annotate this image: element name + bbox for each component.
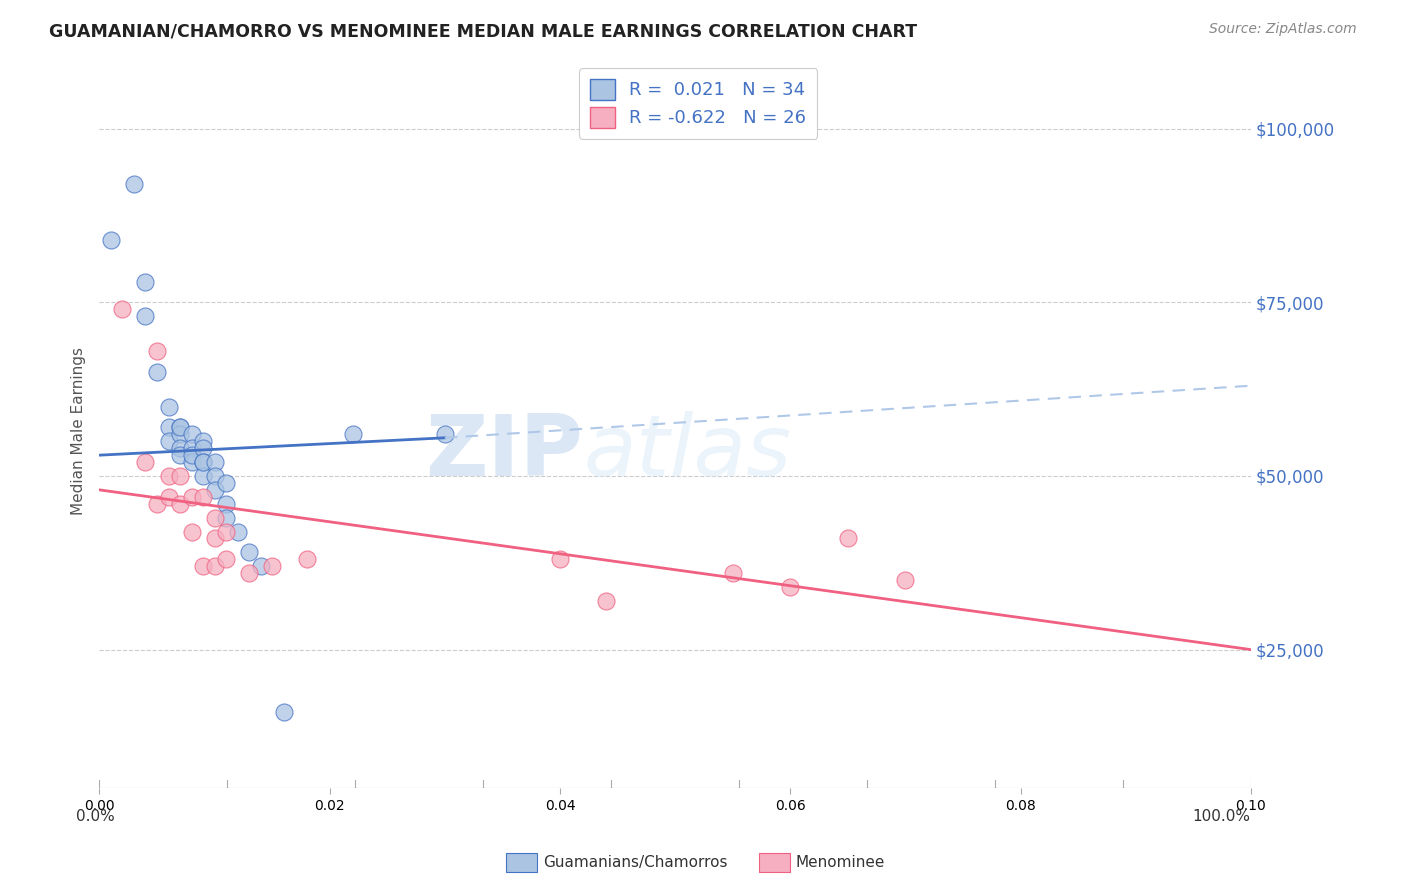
Text: Source: ZipAtlas.com: Source: ZipAtlas.com [1209, 22, 1357, 37]
Point [169, 427, 191, 442]
Point [191, 455, 214, 469]
Point [779, 580, 801, 594]
Point [180, 427, 202, 442]
Point [169, 448, 191, 462]
Point [837, 532, 859, 546]
Point [262, 559, 284, 574]
Point [180, 490, 202, 504]
Point [215, 497, 238, 511]
Point [204, 510, 226, 524]
Point [169, 469, 191, 483]
Point [204, 483, 226, 497]
Point [169, 441, 191, 455]
Point [238, 545, 260, 559]
Point [100, 233, 122, 247]
Text: atlas: atlas [583, 411, 792, 494]
Point [191, 455, 214, 469]
Point [111, 302, 134, 317]
Point [146, 343, 169, 358]
Point [180, 524, 202, 539]
Point [433, 427, 456, 442]
Point [169, 420, 191, 434]
Point [180, 441, 202, 455]
Point [191, 559, 214, 574]
Point [548, 552, 571, 566]
Point [249, 559, 271, 574]
Point [273, 705, 295, 719]
Point [226, 524, 249, 539]
Point [191, 441, 214, 455]
Point [191, 490, 214, 504]
Legend: R =  0.021   N = 34, R = -0.622   N = 26: R = 0.021 N = 34, R = -0.622 N = 26 [579, 68, 817, 138]
Point [595, 594, 617, 608]
Point [134, 275, 156, 289]
Point [238, 566, 260, 581]
Y-axis label: Median Male Earnings: Median Male Earnings [72, 347, 86, 515]
Point [169, 420, 191, 434]
Point [295, 552, 318, 566]
Point [204, 469, 226, 483]
Point [146, 497, 169, 511]
Point [215, 510, 238, 524]
Point [191, 469, 214, 483]
Point [180, 448, 202, 462]
Point [894, 573, 917, 587]
Point [146, 365, 169, 379]
Point [721, 566, 744, 581]
Point [157, 400, 180, 414]
Point [180, 455, 202, 469]
Text: GUAMANIAN/CHAMORRO VS MENOMINEE MEDIAN MALE EARNINGS CORRELATION CHART: GUAMANIAN/CHAMORRO VS MENOMINEE MEDIAN M… [49, 22, 917, 40]
Text: ZIP: ZIP [425, 411, 583, 494]
Point [122, 178, 145, 192]
Point [157, 490, 180, 504]
Point [169, 497, 191, 511]
Point [157, 434, 180, 449]
Text: Guamanians/Chamorros: Guamanians/Chamorros [543, 855, 727, 870]
Point [215, 552, 238, 566]
Point [191, 434, 214, 449]
Point [204, 559, 226, 574]
Point [157, 420, 180, 434]
Text: 0.0%: 0.0% [76, 809, 115, 824]
Point [342, 427, 364, 442]
Point [215, 475, 238, 490]
Point [204, 532, 226, 546]
Text: Menominee: Menominee [796, 855, 886, 870]
Point [134, 310, 156, 324]
Text: 100.0%: 100.0% [1192, 809, 1251, 824]
Point [157, 469, 180, 483]
Point [204, 455, 226, 469]
Point [134, 455, 156, 469]
Point [215, 524, 238, 539]
